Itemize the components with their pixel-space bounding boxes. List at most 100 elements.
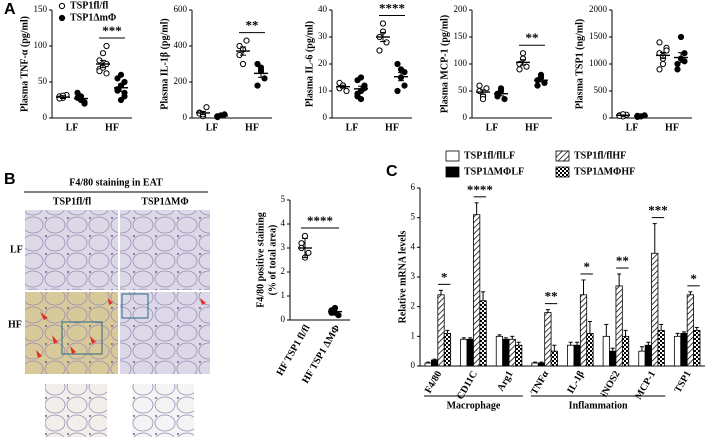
data-point (501, 96, 508, 103)
legend-label: TSP1ΔMΦHF (574, 166, 635, 177)
y-tick-label: 150 (454, 31, 468, 41)
bar (567, 344, 575, 367)
bar (609, 350, 617, 367)
y-tick-label: 1000 (589, 58, 608, 68)
data-point (243, 37, 250, 44)
bar (460, 338, 468, 367)
y-tick-label: 3 (281, 242, 286, 252)
y-tick-label: 5 (411, 212, 416, 222)
data-point (354, 90, 361, 97)
significance-label: **** (467, 182, 493, 197)
data-point (81, 100, 88, 107)
data-point (376, 47, 383, 54)
column-label: TSP1fl/fl (53, 196, 92, 207)
y-tick-label: 4 (281, 218, 286, 228)
data-point (305, 249, 312, 256)
data-point (534, 82, 541, 89)
micrograph-cells (120, 292, 210, 374)
data-point (343, 87, 350, 95)
bar (615, 285, 623, 367)
bar (550, 350, 558, 367)
y-tick-label: 200 (174, 76, 188, 86)
data-point (476, 82, 483, 89)
data-point (681, 50, 688, 57)
y-axis-label: Plasma TSP1 (ng/ml) (574, 19, 585, 109)
bar (424, 362, 432, 367)
significance-label: *** (102, 23, 122, 38)
data-point (519, 50, 527, 57)
bar (686, 294, 694, 367)
bar (621, 335, 630, 367)
data-point (401, 69, 408, 76)
bar (466, 338, 474, 367)
y-tick-label: 0 (411, 360, 416, 370)
panel-label: C (386, 163, 398, 180)
data-point (117, 71, 125, 78)
y-tick-label: 40 (318, 4, 328, 14)
bar (437, 294, 445, 367)
y-tick-label: 6 (411, 182, 416, 192)
significance-label: *** (648, 203, 668, 218)
data-point (239, 60, 247, 68)
y-tick-label: 1 (281, 290, 286, 300)
inset-box (121, 293, 149, 319)
bar (651, 252, 659, 367)
x-tick-label: LF (626, 122, 639, 133)
data-point (681, 58, 688, 65)
group-label: Macrophage (447, 400, 501, 411)
x-tick-label: LF (346, 122, 359, 133)
bar (680, 332, 688, 367)
bar (443, 332, 452, 367)
data-point (96, 68, 103, 75)
data-point (401, 82, 408, 89)
y-tick-label: 50 (458, 85, 468, 95)
bar (479, 300, 487, 367)
significance-label: ** (246, 18, 259, 33)
micrograph-cells (25, 210, 118, 290)
y-tick-label: 1500 (589, 31, 608, 41)
significance-label: * (690, 271, 697, 286)
y-tick-label: 500 (594, 85, 608, 95)
data-point (254, 82, 261, 89)
y-tick-label: 0 (183, 112, 188, 122)
data-point (114, 75, 121, 82)
x-tick-label: LF (206, 122, 219, 133)
inset-cells (45, 384, 107, 437)
significance-label: ** (526, 30, 539, 45)
y-axis-label: (% of total area) (267, 225, 278, 296)
data-point (663, 47, 670, 54)
arrows (36, 298, 206, 358)
row-label: LF (10, 244, 23, 255)
data-point (74, 89, 81, 96)
y-axis-label: Plasma IL-6 (pg/ml) (304, 21, 315, 107)
x-tick-label: TNFα (529, 369, 552, 397)
y-tick-label: 0 (463, 112, 468, 122)
y-tick-label: 150 (34, 4, 48, 14)
micrograph-cells (120, 210, 210, 290)
x-tick-label: TSP1 (673, 369, 694, 395)
legend-marker (58, 14, 66, 22)
bar (673, 335, 682, 367)
significance-label: **** (307, 213, 333, 228)
data-point (117, 96, 125, 104)
y-tick-label: 0 (43, 112, 48, 122)
x-tick-label: iNOS2 (599, 369, 623, 399)
y-tick-label: 50 (38, 76, 48, 86)
x-tick-label: HF (665, 122, 679, 133)
data-point (677, 33, 685, 41)
y-tick-label: 100 (34, 40, 48, 50)
y-tick-label: 20 (318, 58, 328, 68)
legend-label: TSP1fl/fl (70, 0, 109, 11)
data-point (494, 93, 501, 100)
data-point (479, 96, 487, 103)
bar (693, 329, 701, 367)
data-point (497, 85, 505, 92)
data-point (99, 50, 107, 57)
bar (508, 338, 516, 367)
legend-label: TSP1ΔmΦ (70, 12, 116, 23)
bar (430, 359, 439, 367)
data-point (357, 96, 365, 103)
y-tick-label: 2 (281, 266, 286, 276)
y-axis-label: Relative mRNA levels (397, 231, 408, 324)
data-point (121, 78, 128, 86)
